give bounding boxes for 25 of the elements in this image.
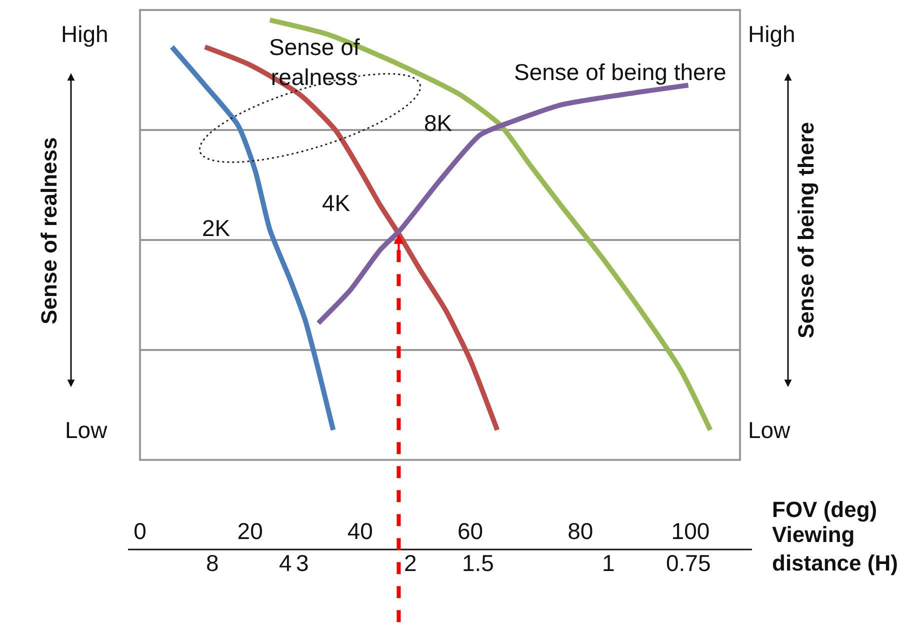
- text: High: [61, 21, 108, 47]
- series-label: 2K: [202, 215, 231, 241]
- x-tick-label: 0: [134, 518, 146, 544]
- text: 2: [404, 550, 417, 576]
- x-tick-label: 80: [568, 518, 594, 544]
- x-tick-label: 40: [347, 518, 373, 544]
- text: Low: [748, 417, 791, 443]
- text: 1: [602, 550, 615, 576]
- text: High: [748, 21, 796, 47]
- y2-axis-title: Sense of being there: [794, 122, 819, 338]
- text: Low: [65, 417, 108, 443]
- text: 4: [279, 550, 292, 576]
- x-tick-label: 100: [671, 518, 710, 544]
- series-label: 8K: [424, 110, 453, 136]
- series-label: Sense of being there: [514, 59, 726, 85]
- x-axis-title: FOV (deg): [772, 497, 878, 522]
- y-axis-title: Sense of realness: [36, 137, 62, 324]
- series-label: 4K: [322, 190, 351, 216]
- text: 8: [206, 550, 219, 576]
- x-tick-label: 60: [457, 518, 484, 544]
- text: 1.5: [462, 550, 494, 576]
- text: 0.75: [666, 550, 711, 576]
- text: 3: [296, 550, 309, 576]
- x2-axis-title: Viewing distance (H): [772, 522, 898, 576]
- x-tick-label: 20: [237, 518, 263, 544]
